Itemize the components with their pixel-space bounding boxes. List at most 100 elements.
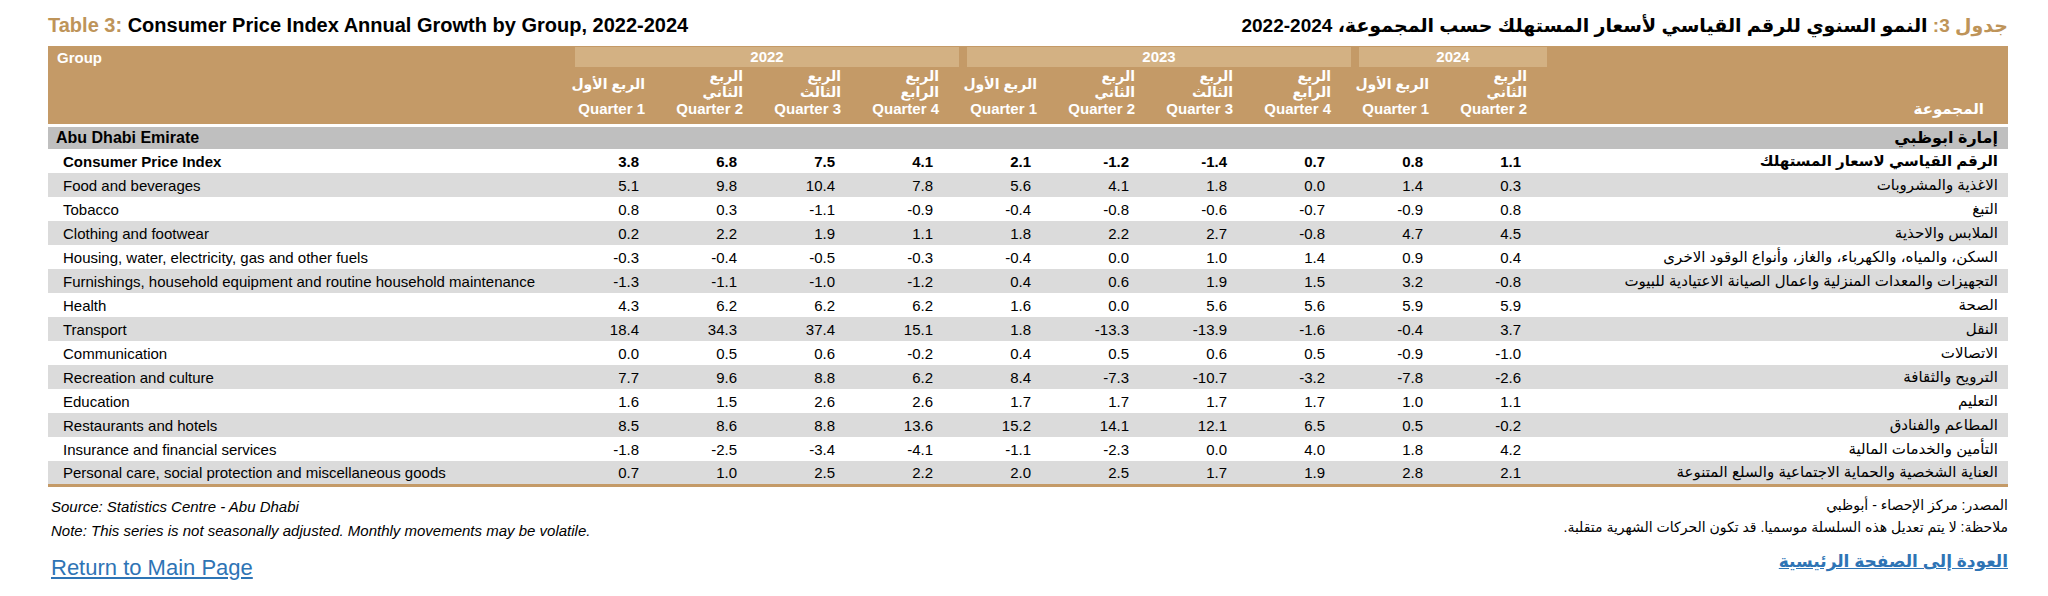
table-row: Transport18.434.337.415.11.8-13.3-13.9-1… (48, 317, 2008, 341)
cell-value: 0.0 (1061, 245, 1159, 269)
quarter-header-ar-4: الربع الرابع (865, 68, 963, 100)
quarter-header-ar-10: الربع الثاني (1453, 68, 1551, 100)
cell-value: 8.4 (963, 365, 1061, 389)
cell-value: 18.4 (571, 317, 669, 341)
cell-value: 37.4 (767, 317, 865, 341)
row-label-ar: النقل (1551, 317, 2008, 341)
cell-value: -1.3 (571, 269, 669, 293)
quarter-header-en-6: Quarter 2 (1061, 100, 1159, 125)
volatility-note-en: Note: This series is not seasonally adju… (51, 522, 590, 539)
cell-value: 1.7 (1257, 389, 1355, 413)
cell-value: -1.1 (963, 437, 1061, 461)
cell-value: 15.2 (963, 413, 1061, 437)
row-label-en: Education (48, 389, 571, 413)
cell-value: 34.3 (669, 317, 767, 341)
table-title-text-en: Consumer Price Index Annual Growth by Gr… (128, 14, 689, 36)
table-title-ar: جدول 3: النمو السنوي للرقم القياسي لأسعا… (1241, 14, 2008, 37)
cell-value: -3.2 (1257, 365, 1355, 389)
cell-value: 5.6 (963, 173, 1061, 197)
quarter-header-en-10: Quarter 2 (1453, 100, 1551, 125)
quarter-header-ar-7: الربع الثالث (1159, 68, 1257, 100)
table-header: Group 202220232024 الربع الأول الربع الثا… (48, 46, 2008, 125)
year-header-2024: 2024 (1355, 46, 1551, 68)
header-spacer (48, 68, 571, 100)
cell-value: 4.5 (1453, 221, 1551, 245)
section-header-en: Abu Dhabi Emirate (48, 125, 1551, 149)
cell-value: 2.1 (1453, 461, 1551, 485)
cell-value: 0.3 (669, 197, 767, 221)
table-row: Recreation and culture7.79.68.86.28.4-7.… (48, 365, 2008, 389)
table-body: Abu Dhabi Emirate إمارة ابوظبي Consumer … (48, 125, 2008, 485)
quarter-header-ar-1: الربع الأول (571, 68, 669, 100)
row-label-ar: السكن، والمياه، والكهرباء، والغاز، وأنوا… (1551, 245, 2008, 269)
cell-value: -0.9 (865, 197, 963, 221)
cell-value: 1.9 (767, 221, 865, 245)
cell-value: 10.4 (767, 173, 865, 197)
cell-value: 8.5 (571, 413, 669, 437)
cell-value: 1.7 (963, 389, 1061, 413)
cell-value: -1.2 (865, 269, 963, 293)
cell-value: 0.6 (767, 341, 865, 365)
cell-value: 6.2 (767, 293, 865, 317)
cell-value: 2.8 (1355, 461, 1453, 485)
cell-value: 1.8 (963, 317, 1061, 341)
footer-ar: المصدر: مركز الإحصاء - أبوظبي ملاحظة: لا… (1564, 497, 2009, 572)
cell-value: 0.0 (1159, 437, 1257, 461)
cell-value: 15.1 (865, 317, 963, 341)
cell-value: 0.7 (571, 461, 669, 485)
table-title-en: Table 3: Consumer Price Index Annual Gro… (48, 14, 688, 37)
cell-value: -0.2 (865, 341, 963, 365)
year-row-spacer-ar (1551, 46, 2008, 68)
table-row: Housing, water, electricity, gas and oth… (48, 245, 2008, 269)
cell-value: -1.1 (669, 269, 767, 293)
cell-value: -0.8 (1453, 269, 1551, 293)
quarter-header-en-2: Quarter 2 (669, 100, 767, 125)
cell-value: -0.4 (1355, 317, 1453, 341)
table-row: Tobacco0.80.3-1.1-0.9-0.4-0.8-0.6-0.7-0.… (48, 197, 2008, 221)
cell-value: 8.8 (767, 365, 865, 389)
cell-value: 0.6 (1061, 269, 1159, 293)
row-label-en: Tobacco (48, 197, 571, 221)
cell-value: -0.3 (865, 245, 963, 269)
cell-value: -0.4 (963, 245, 1061, 269)
cell-value: 1.1 (865, 221, 963, 245)
cell-value: -10.7 (1159, 365, 1257, 389)
row-label-en: Food and beverages (48, 173, 571, 197)
cell-value: 1.0 (669, 461, 767, 485)
cell-value: 4.1 (865, 149, 963, 173)
cell-value: 0.7 (1257, 149, 1355, 173)
quarter-row-spacer-ar (1551, 68, 2008, 100)
cell-value: 7.5 (767, 149, 865, 173)
cell-value: -2.6 (1453, 365, 1551, 389)
cpi-table: Group 202220232024 الربع الأول الربع الثا… (48, 46, 2008, 487)
cell-value: 2.6 (767, 389, 865, 413)
cell-value: 1.5 (669, 389, 767, 413)
cell-value: 1.7 (1061, 389, 1159, 413)
cell-value: 2.1 (963, 149, 1061, 173)
cell-value: 1.7 (1159, 461, 1257, 485)
cell-value: -7.3 (1061, 365, 1159, 389)
cell-value: 1.1 (1453, 389, 1551, 413)
table-row: Insurance and financial services-1.8-2.5… (48, 437, 2008, 461)
cell-value: 0.4 (963, 341, 1061, 365)
cell-value: 2.2 (669, 221, 767, 245)
table-row: Furnishings, household equipment and rou… (48, 269, 2008, 293)
year-header-2023: 2023 (963, 46, 1355, 68)
section-header-ar: إمارة ابوظبي (1551, 125, 2008, 149)
cell-value: 8.8 (767, 413, 865, 437)
return-to-main-page-link-ar[interactable]: العودة إلى الصفحة الرئيسية (1779, 551, 2008, 572)
row-label-ar: الاتصالات (1551, 341, 2008, 365)
row-label-en: Recreation and culture (48, 365, 571, 389)
table-row: Communication0.00.50.6-0.20.40.50.60.5-0… (48, 341, 2008, 365)
return-to-main-page-link-en[interactable]: Return to Main Page (51, 555, 253, 581)
cell-value: -1.0 (767, 269, 865, 293)
cell-value: -0.5 (767, 245, 865, 269)
cell-value: 0.0 (1257, 173, 1355, 197)
year-header-2022: 2022 (571, 46, 963, 68)
cell-value: 2.2 (865, 461, 963, 485)
cell-value: 1.8 (1355, 437, 1453, 461)
cell-value: -7.8 (1355, 365, 1453, 389)
group-column-header: Group (48, 46, 571, 68)
cell-value: 1.7 (1159, 389, 1257, 413)
cell-value: -1.2 (1061, 149, 1159, 173)
